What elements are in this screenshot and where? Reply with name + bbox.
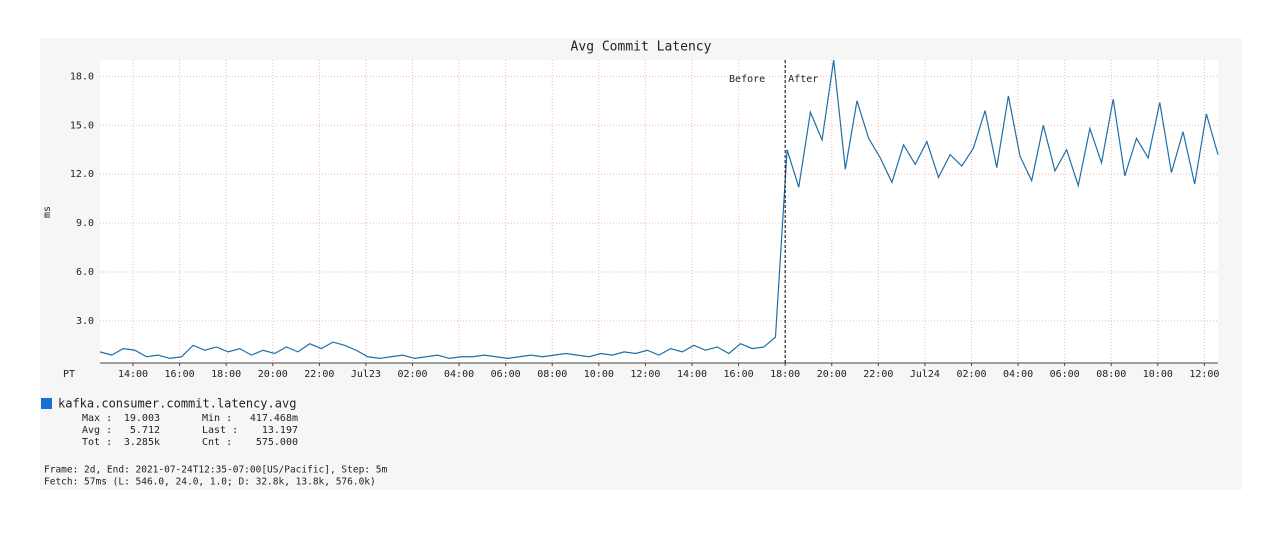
x-tick-label: 18:00 bbox=[211, 369, 241, 380]
x-tick-label: 02:00 bbox=[956, 369, 986, 380]
legend-swatch bbox=[41, 398, 52, 409]
footer-line: Frame: 2d, End: 2021-07-24T12:35-07:00[U… bbox=[44, 465, 387, 476]
x-axis-label: PT bbox=[63, 369, 75, 380]
legend-stat: Cnt : bbox=[202, 437, 232, 448]
footer-line: Fetch: 57ms (L: 546.0, 24.0, 1.0; D: 32.… bbox=[44, 477, 376, 488]
plot-area bbox=[100, 60, 1218, 363]
x-tick-label: 06:00 bbox=[1050, 369, 1080, 380]
legend-stat: Max : bbox=[82, 413, 112, 424]
annotation-after: After bbox=[788, 74, 818, 85]
legend-stat: Min : bbox=[202, 413, 232, 424]
x-tick-label: 14:00 bbox=[677, 369, 707, 380]
legend-stat: 5.712 bbox=[130, 425, 160, 436]
legend-stat: 19.003 bbox=[124, 413, 160, 424]
x-tick-label: 08:00 bbox=[537, 369, 567, 380]
x-tick-label: Jul23 bbox=[351, 369, 381, 380]
x-tick-label: 04:00 bbox=[1003, 369, 1033, 380]
y-tick-label: 18.0 bbox=[70, 71, 94, 82]
annotation-before: Before bbox=[729, 74, 765, 85]
legend-stat: 575.000 bbox=[256, 437, 298, 448]
x-tick-label: 12:00 bbox=[1189, 369, 1219, 380]
x-tick-label: 10:00 bbox=[1143, 369, 1173, 380]
series-line bbox=[99, 59, 1219, 360]
legend-stat: 417.468m bbox=[250, 413, 298, 424]
x-tick-label: 12:00 bbox=[630, 369, 660, 380]
x-tick-label: 08:00 bbox=[1096, 369, 1126, 380]
y-tick-label: 9.0 bbox=[76, 218, 94, 229]
x-tick-label: 22:00 bbox=[304, 369, 334, 380]
legend-stat: Last : bbox=[202, 425, 238, 436]
y-tick-label: 3.0 bbox=[76, 316, 94, 327]
x-tick-label: 06:00 bbox=[491, 369, 521, 380]
x-tick-label: 16:00 bbox=[724, 369, 754, 380]
x-tick-label: 20:00 bbox=[817, 369, 847, 380]
y-tick-label: 12.0 bbox=[70, 169, 94, 180]
y-tick-label: 15.0 bbox=[70, 120, 94, 131]
legend-label: kafka.consumer.commit.latency.avg bbox=[58, 397, 296, 411]
x-tick-label: 18:00 bbox=[770, 369, 800, 380]
y-axis-label: ms bbox=[42, 206, 53, 218]
legend-stat: Tot : bbox=[82, 437, 112, 448]
x-tick-label: Jul24 bbox=[910, 369, 940, 380]
legend-stat: Avg : bbox=[82, 425, 112, 436]
y-tick-label: 6.0 bbox=[76, 267, 94, 278]
x-tick-label: 14:00 bbox=[118, 369, 148, 380]
legend-stat: 3.285k bbox=[124, 437, 160, 448]
x-tick-label: 22:00 bbox=[863, 369, 893, 380]
x-tick-label: 20:00 bbox=[258, 369, 288, 380]
legend-stat: 13.197 bbox=[262, 425, 298, 436]
chart-title: Avg Commit Latency bbox=[571, 40, 712, 55]
x-tick-label: 16:00 bbox=[165, 369, 195, 380]
x-tick-label: 02:00 bbox=[397, 369, 427, 380]
x-tick-label: 10:00 bbox=[584, 369, 614, 380]
x-tick-label: 04:00 bbox=[444, 369, 474, 380]
